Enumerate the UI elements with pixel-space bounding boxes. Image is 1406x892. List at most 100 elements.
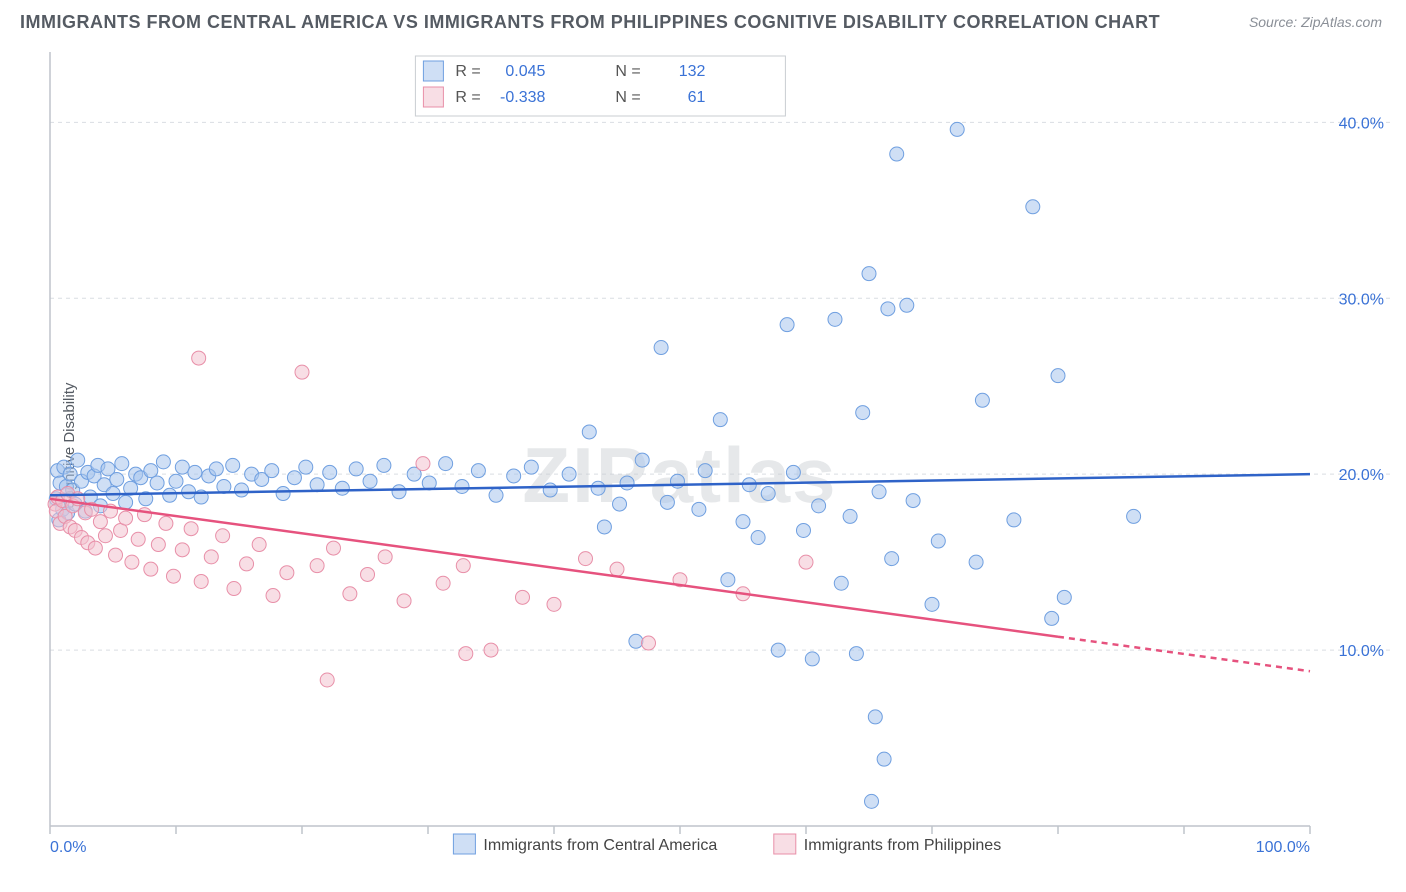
data-point bbox=[862, 267, 876, 281]
data-point bbox=[660, 495, 674, 509]
data-point bbox=[287, 471, 301, 485]
data-point bbox=[780, 318, 794, 332]
data-point bbox=[361, 567, 375, 581]
data-point bbox=[489, 488, 503, 502]
data-point bbox=[507, 469, 521, 483]
data-point bbox=[88, 541, 102, 555]
data-point bbox=[115, 457, 129, 471]
data-point bbox=[216, 529, 230, 543]
y-tick-label: 30.0% bbox=[1339, 291, 1384, 308]
data-point bbox=[163, 488, 177, 502]
data-point bbox=[151, 538, 165, 552]
data-point bbox=[131, 532, 145, 546]
data-point bbox=[363, 474, 377, 488]
stats-n-value: 132 bbox=[679, 63, 706, 80]
data-point bbox=[786, 465, 800, 479]
data-point bbox=[209, 462, 223, 476]
data-point bbox=[868, 710, 882, 724]
y-tick-label: 10.0% bbox=[1339, 643, 1384, 660]
data-point bbox=[771, 643, 785, 657]
data-point bbox=[310, 559, 324, 573]
data-point bbox=[226, 458, 240, 472]
data-point bbox=[828, 312, 842, 326]
data-point bbox=[834, 576, 848, 590]
data-point bbox=[713, 413, 727, 427]
data-point bbox=[1026, 200, 1040, 214]
data-point bbox=[194, 574, 208, 588]
chart-svg: ZIPatlasR =0.045N =132R =-0.338N =6110.0… bbox=[44, 46, 1390, 862]
data-point bbox=[931, 534, 945, 548]
data-point bbox=[543, 483, 557, 497]
data-point bbox=[925, 597, 939, 611]
data-point bbox=[1045, 611, 1059, 625]
data-point bbox=[620, 476, 634, 490]
data-point bbox=[975, 393, 989, 407]
data-point bbox=[175, 543, 189, 557]
data-point bbox=[378, 550, 392, 564]
data-point bbox=[865, 794, 879, 808]
data-point bbox=[613, 497, 627, 511]
data-point bbox=[516, 590, 530, 604]
stats-r-label: R = bbox=[455, 63, 480, 80]
data-point bbox=[235, 483, 249, 497]
data-point bbox=[642, 636, 656, 650]
data-point bbox=[906, 494, 920, 508]
data-point bbox=[885, 552, 899, 566]
data-point bbox=[455, 479, 469, 493]
chart-source: Source: ZipAtlas.com bbox=[1249, 14, 1382, 30]
data-point bbox=[459, 647, 473, 661]
stats-n-label: N = bbox=[615, 89, 640, 106]
scatter-chart: ZIPatlasR =0.045N =132R =-0.338N =6110.0… bbox=[44, 46, 1390, 862]
stats-r-value: 0.045 bbox=[505, 63, 545, 80]
data-point bbox=[392, 485, 406, 499]
data-point bbox=[692, 502, 706, 516]
legend-swatch bbox=[423, 61, 443, 81]
data-point bbox=[144, 464, 158, 478]
data-point bbox=[524, 460, 538, 474]
data-point bbox=[144, 562, 158, 576]
data-point bbox=[698, 464, 712, 478]
data-point bbox=[166, 569, 180, 583]
data-point bbox=[812, 499, 826, 513]
data-point bbox=[276, 487, 290, 501]
data-point bbox=[204, 550, 218, 564]
data-point bbox=[471, 464, 485, 478]
data-point bbox=[138, 508, 152, 522]
data-point bbox=[950, 122, 964, 136]
data-point bbox=[872, 485, 886, 499]
data-point bbox=[849, 647, 863, 661]
data-point bbox=[98, 529, 112, 543]
data-point bbox=[1127, 509, 1141, 523]
data-point bbox=[751, 531, 765, 545]
y-tick-label: 40.0% bbox=[1339, 115, 1384, 132]
data-point bbox=[629, 634, 643, 648]
stats-n-label: N = bbox=[615, 63, 640, 80]
data-point bbox=[881, 302, 895, 316]
data-point bbox=[323, 465, 337, 479]
data-point bbox=[184, 522, 198, 536]
data-point bbox=[582, 425, 596, 439]
data-point bbox=[562, 467, 576, 481]
x-tick-label: 100.0% bbox=[1256, 839, 1310, 856]
data-point bbox=[335, 481, 349, 495]
data-point bbox=[670, 474, 684, 488]
data-point bbox=[150, 476, 164, 490]
data-point bbox=[252, 538, 266, 552]
data-point bbox=[736, 515, 750, 529]
data-point bbox=[119, 511, 133, 525]
legend-label: Immigrants from Philippines bbox=[804, 837, 1001, 854]
legend-swatch bbox=[423, 87, 443, 107]
data-point bbox=[377, 458, 391, 472]
data-point bbox=[227, 582, 241, 596]
data-point bbox=[654, 341, 668, 355]
data-point bbox=[175, 460, 189, 474]
data-point bbox=[109, 548, 123, 562]
data-point bbox=[439, 457, 453, 471]
data-point bbox=[484, 643, 498, 657]
data-point bbox=[1051, 369, 1065, 383]
data-point bbox=[125, 555, 139, 569]
data-point bbox=[799, 555, 813, 569]
data-point bbox=[343, 587, 357, 601]
data-point bbox=[159, 516, 173, 530]
data-point bbox=[610, 562, 624, 576]
